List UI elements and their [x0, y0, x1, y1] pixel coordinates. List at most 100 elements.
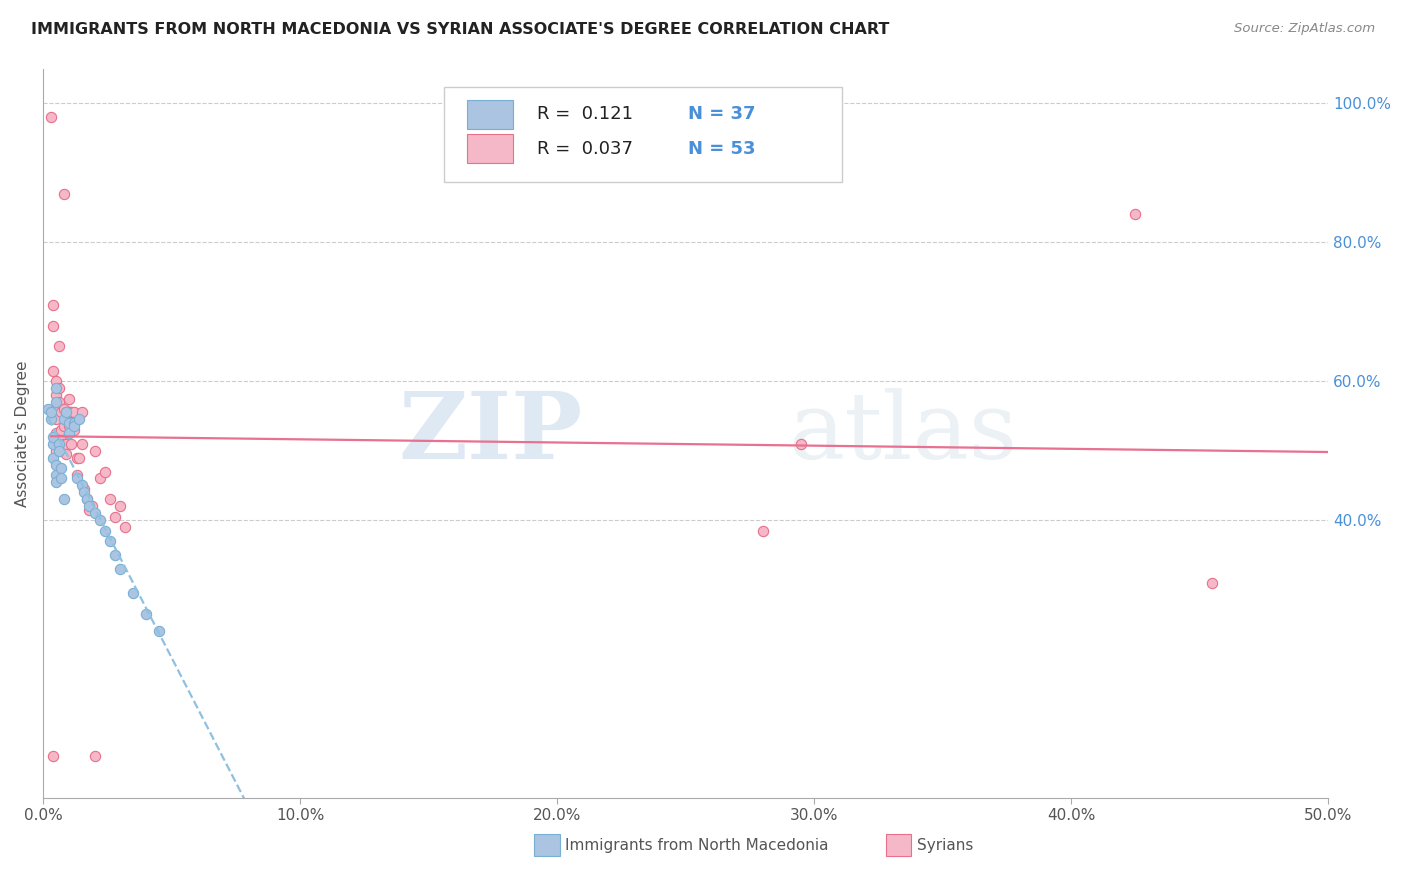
Text: IMMIGRANTS FROM NORTH MACEDONIA VS SYRIAN ASSOCIATE'S DEGREE CORRELATION CHART: IMMIGRANTS FROM NORTH MACEDONIA VS SYRIA…: [31, 22, 890, 37]
Point: [42, 430, 65, 444]
Point: [52, 412, 75, 426]
Y-axis label: Associate's Degree: Associate's Degree: [15, 360, 30, 507]
Point: [42, 298, 65, 312]
Point: [42, 364, 65, 378]
Point: [52, 186, 75, 201]
Point: [148, 624, 170, 639]
Point: [45, 381, 67, 395]
Point: [65, 471, 87, 485]
Point: [104, 509, 127, 524]
Point: [42, 436, 65, 450]
Point: [73, 485, 96, 500]
Point: [790, 436, 813, 450]
Point: [45, 388, 67, 402]
Point: [60, 405, 83, 419]
Point: [52, 419, 75, 434]
Point: [73, 482, 96, 496]
Point: [39, 405, 62, 419]
Point: [37, 401, 59, 416]
Point: [39, 412, 62, 426]
Point: [1201, 575, 1223, 590]
Text: ZIP: ZIP: [399, 388, 583, 478]
FancyBboxPatch shape: [444, 87, 842, 182]
Point: [55, 405, 77, 419]
Point: [51, 461, 73, 475]
Point: [48, 381, 70, 395]
Point: [45, 426, 67, 441]
Point: [122, 586, 145, 600]
Point: [70, 436, 93, 450]
Point: [51, 423, 73, 437]
Point: [45, 412, 67, 426]
Point: [51, 405, 73, 419]
Point: [45, 458, 67, 472]
Point: [1125, 207, 1147, 221]
Point: [51, 471, 73, 485]
Point: [79, 502, 101, 516]
Point: [45, 374, 67, 388]
Point: [60, 436, 83, 450]
Point: [42, 749, 65, 764]
Point: [51, 434, 73, 448]
Point: [114, 520, 136, 534]
Point: [45, 395, 67, 409]
Point: [76, 492, 98, 507]
Text: R =  0.121: R = 0.121: [537, 105, 633, 123]
Point: [52, 436, 75, 450]
Point: [94, 524, 117, 538]
Point: [98, 533, 121, 548]
Point: [83, 443, 105, 458]
Point: [42, 450, 65, 465]
Text: N = 53: N = 53: [688, 140, 756, 158]
Point: [83, 749, 105, 764]
Point: [58, 416, 80, 430]
FancyBboxPatch shape: [467, 100, 513, 129]
Point: [63, 416, 86, 430]
Point: [752, 524, 775, 538]
Point: [48, 443, 70, 458]
Point: [51, 443, 73, 458]
Point: [58, 405, 80, 419]
Point: [52, 401, 75, 416]
Text: Syrians: Syrians: [917, 838, 973, 853]
Text: R =  0.037: R = 0.037: [537, 140, 633, 158]
Point: [45, 401, 67, 416]
Point: [55, 405, 77, 419]
Point: [67, 450, 90, 465]
Text: N = 37: N = 37: [688, 105, 756, 123]
Point: [89, 471, 111, 485]
Text: Immigrants from North Macedonia: Immigrants from North Macedonia: [565, 838, 828, 853]
Point: [110, 562, 132, 576]
Point: [80, 500, 103, 514]
Point: [63, 423, 86, 437]
Point: [55, 436, 77, 450]
Point: [110, 500, 132, 514]
Point: [70, 405, 93, 419]
Point: [52, 492, 75, 507]
Point: [42, 318, 65, 333]
Point: [45, 467, 67, 482]
Point: [76, 492, 98, 507]
Point: [48, 395, 70, 409]
Point: [63, 419, 86, 434]
Text: Source: ZipAtlas.com: Source: ZipAtlas.com: [1234, 22, 1375, 36]
Point: [65, 467, 87, 482]
Point: [58, 392, 80, 406]
FancyBboxPatch shape: [467, 134, 513, 163]
Point: [65, 450, 87, 465]
Point: [63, 405, 86, 419]
Point: [48, 339, 70, 353]
Point: [89, 513, 111, 527]
Point: [67, 412, 90, 426]
Point: [58, 426, 80, 441]
Point: [45, 475, 67, 489]
Point: [55, 447, 77, 461]
Point: [48, 436, 70, 450]
Point: [135, 607, 157, 621]
Point: [104, 548, 127, 562]
Point: [94, 465, 117, 479]
Point: [58, 419, 80, 434]
Point: [83, 506, 105, 520]
Point: [79, 500, 101, 514]
Point: [70, 478, 93, 492]
